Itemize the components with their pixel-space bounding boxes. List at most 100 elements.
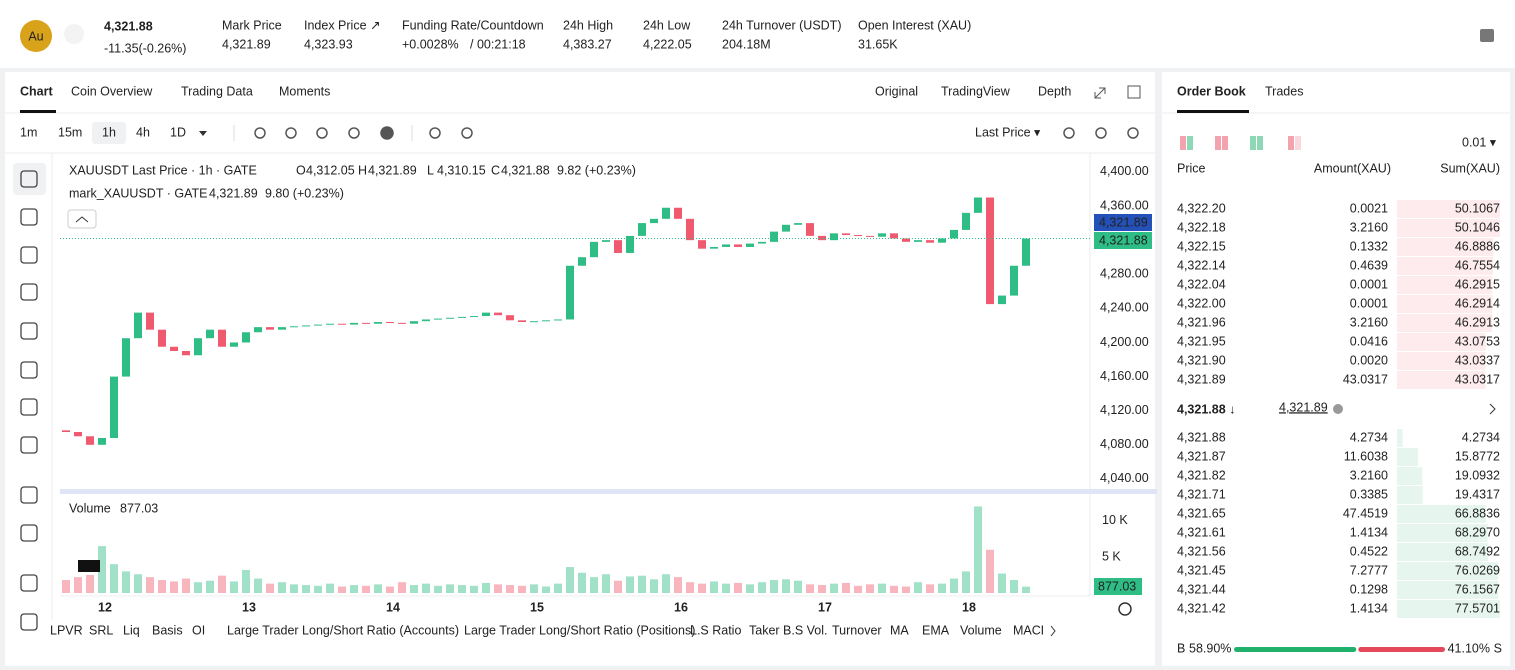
- tool-icon[interactable]: [20, 170, 38, 188]
- layout-icon[interactable]: [1250, 136, 1256, 150]
- book-sum: 68.2970: [1455, 525, 1500, 539]
- tool-icon[interactable]: [20, 436, 38, 454]
- scroll-arrow[interactable]: [1050, 625, 1056, 637]
- indicator[interactable]: Taker B.S Vol.: [749, 623, 828, 637]
- expand-icon[interactable]: [1094, 87, 1106, 99]
- tool-icon[interactable]: [20, 361, 38, 379]
- indicator[interactable]: OI: [192, 623, 205, 637]
- candle: [422, 319, 430, 322]
- favorite-icon[interactable]: [64, 24, 84, 44]
- stat-label: 24h Turnover (USDT): [722, 18, 841, 32]
- layout-icon[interactable]: [1295, 136, 1301, 150]
- candle: [1022, 238, 1030, 266]
- interval[interactable]: 4h: [136, 125, 150, 139]
- interval[interactable]: 1h: [102, 125, 116, 139]
- indicator[interactable]: SRL: [89, 623, 113, 637]
- indicator[interactable]: Turnover: [832, 623, 882, 637]
- layout-icon[interactable]: [1288, 136, 1294, 150]
- book-sum: 66.8836: [1455, 506, 1500, 520]
- volume-bar: [230, 581, 238, 593]
- indicator[interactable]: MA: [890, 623, 909, 637]
- tool-icon[interactable]: [20, 613, 38, 631]
- toolbar-icon[interactable]: [285, 127, 297, 139]
- depth-bar: [1397, 371, 1486, 389]
- indicator[interactable]: EMA: [922, 623, 950, 637]
- toolbar-icon[interactable]: [1095, 127, 1107, 139]
- candle: [98, 437, 106, 445]
- indicator[interactable]: Large Trader Long/Short Ratio (Accounts): [227, 623, 459, 637]
- depth-bar: [1397, 562, 1498, 580]
- volume-bar: [518, 585, 526, 593]
- indicator[interactable]: Liq: [123, 623, 140, 637]
- buy-ratio: 58.90%: [1189, 641, 1231, 655]
- volume-bar: [590, 577, 598, 593]
- price-tag-bg: [1094, 232, 1152, 249]
- toolbar-icon[interactable]: [1063, 127, 1075, 139]
- price-tag-bg: [1094, 214, 1152, 231]
- indicator[interactable]: MACD: [1013, 623, 1050, 637]
- indicator[interactable]: Large Trader Long/Short Ratio (Positions…: [464, 623, 695, 637]
- layout-icon[interactable]: [1222, 136, 1228, 150]
- indicator[interactable]: LPVR: [50, 623, 83, 637]
- toolbar-icon[interactable]: [461, 127, 473, 139]
- tool-icon[interactable]: [20, 574, 38, 592]
- candle: [686, 218, 694, 241]
- sell-label: S: [1494, 641, 1502, 655]
- volume-bar: [134, 574, 142, 593]
- candle: [494, 312, 502, 316]
- candle: [674, 207, 682, 219]
- tool-icon[interactable]: [20, 486, 38, 504]
- ohlc-value: 4,321.89: [368, 163, 417, 177]
- indicator[interactable]: L.S Ratio: [690, 623, 741, 637]
- candle: [374, 322, 382, 324]
- candle: [578, 257, 586, 266]
- interval[interactable]: 1D: [170, 125, 186, 139]
- volume-bar: [86, 574, 94, 593]
- book-amount: 0.4639: [1350, 258, 1388, 272]
- candle: [482, 312, 490, 317]
- tool-icon[interactable]: [20, 322, 38, 340]
- volume-bar: [698, 583, 706, 593]
- layout-icon[interactable]: [1180, 136, 1186, 150]
- tool-icon[interactable]: [20, 524, 38, 542]
- book-price: 4,321.56: [1177, 544, 1226, 558]
- icon[interactable]: [1480, 29, 1494, 42]
- toolbar-icon[interactable]: [1127, 127, 1139, 139]
- layout-icon[interactable]: [1187, 136, 1193, 150]
- volume-bar: [362, 585, 370, 593]
- candle: [974, 197, 982, 213]
- candle: [650, 218, 658, 224]
- toolbar-icon[interactable]: [380, 126, 394, 140]
- volume-bar: [482, 582, 490, 593]
- tool-icon[interactable]: [20, 283, 38, 301]
- interval[interactable]: 15m: [58, 125, 82, 139]
- toolbar-icon[interactable]: [316, 127, 328, 139]
- depth-bar: [1397, 524, 1488, 542]
- collapse-button[interactable]: [67, 209, 97, 229]
- candle: [938, 238, 946, 243]
- window-icon[interactable]: [1127, 85, 1141, 99]
- layout-icon[interactable]: [1257, 136, 1263, 150]
- volume-bar: [902, 586, 910, 593]
- toolbar-icon[interactable]: [254, 127, 266, 139]
- toolbar-icon[interactable]: [429, 127, 441, 139]
- indicator[interactable]: Volume: [960, 623, 1002, 637]
- book-price: 4,322.04: [1177, 277, 1226, 291]
- toolbar-icon[interactable]: [348, 127, 360, 139]
- book-sum: 76.0269: [1455, 563, 1500, 577]
- tool-icon[interactable]: [20, 208, 38, 226]
- tool-icon[interactable]: [20, 246, 38, 264]
- book-sum: 4.2734: [1462, 430, 1500, 444]
- chevron[interactable]: [1489, 403, 1496, 415]
- indicator[interactable]: Basis: [152, 623, 183, 637]
- last-price-tag: 4,321.88: [1099, 233, 1148, 247]
- depth-bar: [1397, 429, 1403, 447]
- layout-icon[interactable]: [1215, 136, 1221, 150]
- volume-bar: [746, 584, 754, 593]
- indicator-bar: LPVR SRL Liq Basis OI Large Trader Long/Short…: [50, 623, 1050, 637]
- ohlc-label: C: [491, 163, 500, 177]
- tool-icon[interactable]: [20, 398, 38, 416]
- volume-bar: [446, 584, 454, 593]
- settings-icon[interactable]: [1118, 602, 1132, 616]
- interval[interactable]: 1m: [20, 125, 37, 139]
